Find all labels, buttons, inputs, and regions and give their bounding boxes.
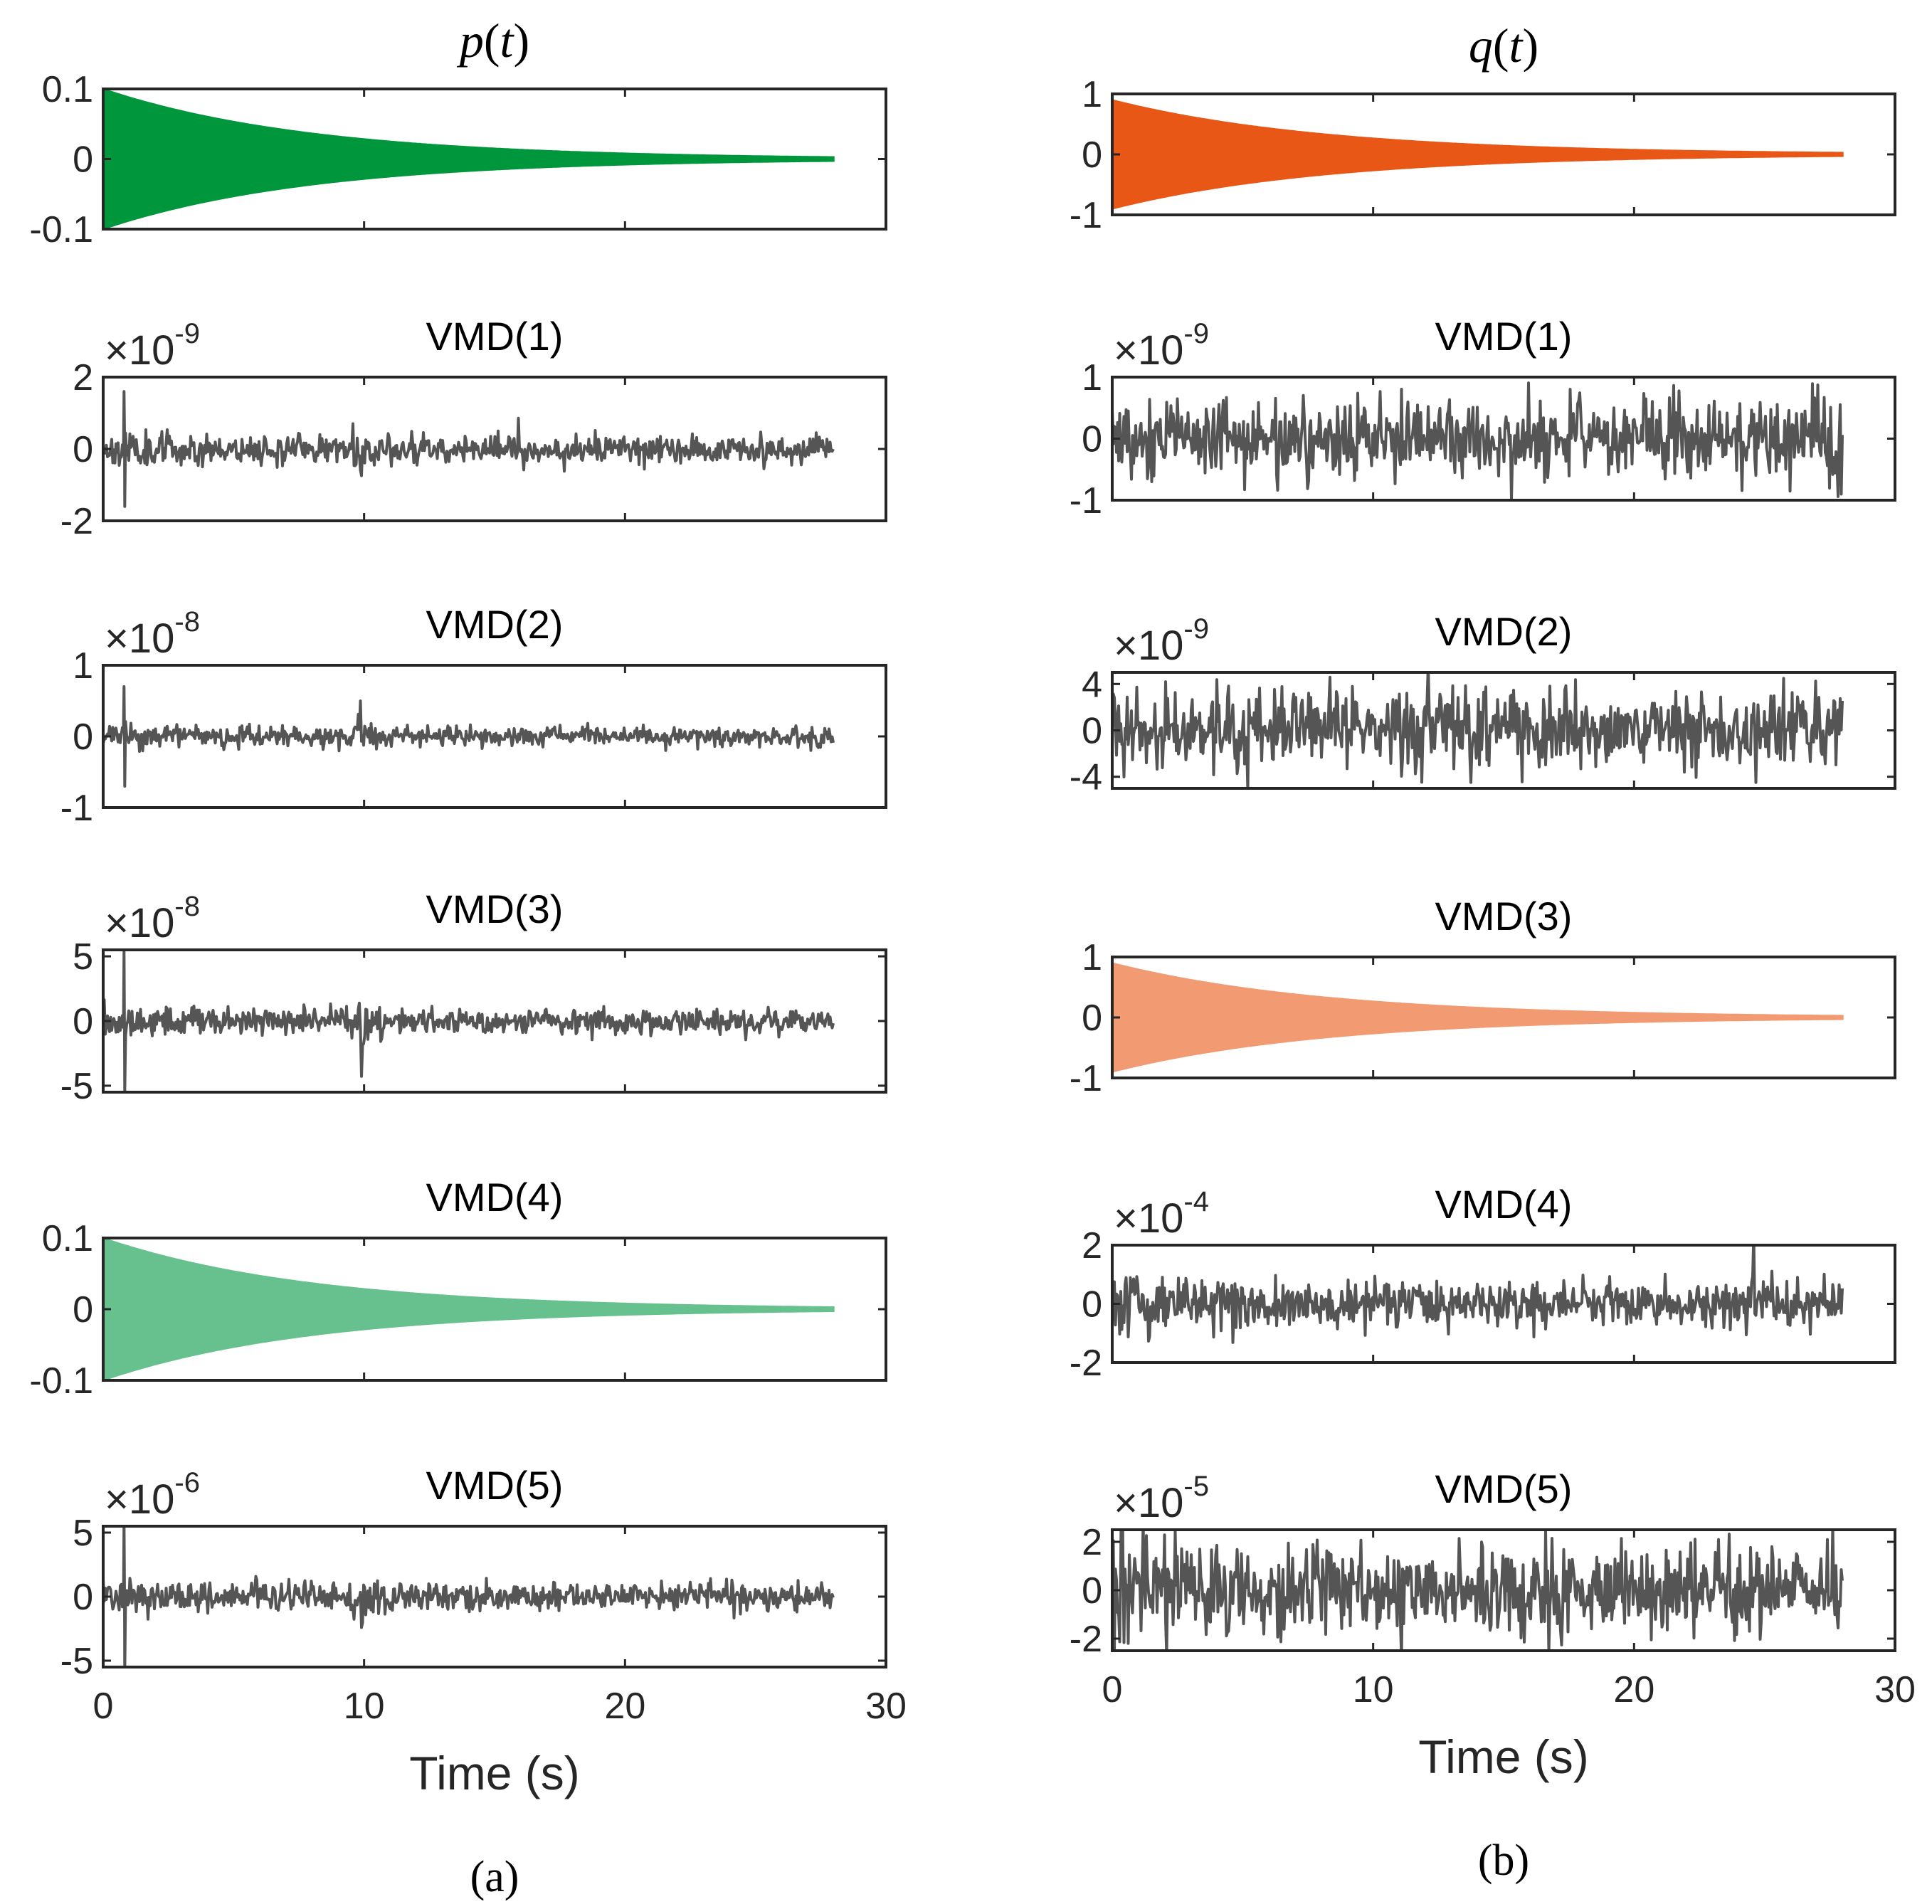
- y-tick-label: 0: [73, 1289, 93, 1331]
- scale-factor: ×10-8: [105, 606, 200, 662]
- x-tick-label: 30: [1874, 1669, 1916, 1710]
- y-tick-label: 1: [1082, 74, 1102, 115]
- y-tick-label: 0.1: [42, 1218, 93, 1259]
- x-tick-label: 10: [344, 1686, 385, 1727]
- y-tick-label: 0.1: [42, 69, 93, 110]
- x-tick-label: 20: [604, 1686, 645, 1727]
- y-tick-label: 1: [1082, 357, 1102, 398]
- scale-factor: ×10-5: [1114, 1471, 1209, 1526]
- x-tick-label: 20: [1613, 1669, 1654, 1710]
- subplot-b-vmd3: 1 0 -1 VMD(3): [1070, 894, 1896, 1099]
- y-tick-label: 2: [73, 357, 93, 398]
- series-a-vmd2: [103, 685, 835, 788]
- y-tick-label: 0: [1082, 711, 1102, 752]
- series-a-p: [103, 89, 835, 229]
- y-tick-label: 0: [73, 1577, 93, 1618]
- y-tick-label: 0: [73, 1001, 93, 1042]
- y-tick-label: -2: [1070, 1343, 1102, 1384]
- subplot-a-vmd2: 1 0 -1 VMD(2) ×10-8: [60, 602, 887, 829]
- subplot-title: VMD(2): [1435, 609, 1573, 654]
- y-tick-label: -0.1: [29, 209, 93, 250]
- y-tick-label: -5: [60, 1066, 93, 1107]
- y-tick-label: -1: [1070, 195, 1102, 236]
- subplot-title: p(t): [457, 14, 529, 68]
- y-tick-label: -2: [60, 501, 93, 542]
- y-tick-label: 0: [73, 139, 93, 181]
- subplot-b-vmd1: 1 0 -1 VMD(1) ×10-9: [1070, 314, 1896, 522]
- y-tick-label: 0: [73, 716, 93, 758]
- y-tick-label: -4: [1070, 757, 1102, 798]
- x-tick-label: 10: [1353, 1669, 1394, 1710]
- y-tick-label: -2: [1070, 1619, 1102, 1660]
- subplot-title: VMD(2): [426, 602, 564, 647]
- y-tick-label: 0: [1082, 998, 1102, 1039]
- x-tick-label: 0: [1102, 1669, 1123, 1710]
- subplot-b-q: 1 0 -1 q(t): [1070, 18, 1896, 236]
- subplot-title: q(t): [1469, 18, 1538, 73]
- subplot-a-vmd1: 2 0 -2 VMD(1) ×10-9: [60, 314, 887, 542]
- subplot-title: VMD(5): [1435, 1466, 1573, 1511]
- y-tick-label: 4: [1082, 664, 1102, 705]
- subplot-title: VMD(3): [1435, 894, 1573, 938]
- y-tick-label: 0: [1082, 1570, 1102, 1612]
- x-tick-label: 0: [93, 1686, 114, 1727]
- subplot-title: VMD(3): [426, 887, 564, 931]
- scale-factor: ×10-4: [1114, 1186, 1209, 1242]
- subplot-title: VMD(5): [426, 1463, 564, 1508]
- subplot-title: VMD(1): [1435, 314, 1573, 359]
- y-tick-label: 0: [1082, 134, 1102, 176]
- series-b-vmd1: [1112, 381, 1844, 500]
- y-tick-label: 0: [1082, 419, 1102, 460]
- y-tick-label: 2: [1082, 1225, 1102, 1266]
- panel-caption: (a): [470, 1853, 519, 1901]
- series-a-vmd3: [103, 950, 835, 1092]
- y-tick-label: 5: [73, 936, 93, 978]
- y-tick-label: -5: [60, 1641, 93, 1682]
- subplot-a-vmd3: 5 0 -5 VMD(3) ×10-8: [60, 887, 887, 1107]
- y-tick-label: 0: [1082, 1284, 1102, 1326]
- y-tick-label: 1: [73, 645, 93, 687]
- x-axis-label: Time (s): [1418, 1730, 1589, 1783]
- series-a-vmd4: [103, 1238, 835, 1380]
- scale-factor: ×10-6: [105, 1467, 200, 1523]
- scale-factor: ×10-9: [1114, 613, 1209, 669]
- y-tick-label: 2: [1082, 1522, 1102, 1563]
- y-tick-label: 1: [1082, 937, 1102, 978]
- y-tick-label: 0: [73, 429, 93, 470]
- x-tick-label: 30: [865, 1686, 907, 1727]
- y-tick-label: -1: [1070, 480, 1102, 522]
- subplot-b-vmd4: 2 0 -2 VMD(4) ×10-4: [1070, 1182, 1896, 1384]
- y-tick-label: 5: [73, 1513, 93, 1554]
- subplot-a-p: 0.1 0 -0.1 p(t): [29, 14, 887, 250]
- scale-factor: ×10-8: [105, 891, 200, 946]
- series-b-vmd5: [1112, 1530, 1844, 1651]
- series-b-vmd4: [1112, 1245, 1844, 1344]
- subplot-title: VMD(4): [1435, 1182, 1573, 1227]
- y-tick-label: -1: [1070, 1058, 1102, 1099]
- series-b-q: [1112, 99, 1844, 210]
- scale-factor: ×10-9: [105, 318, 200, 374]
- subplot-b-vmd2: 4 0 -4 VMD(2) ×10-9: [1070, 609, 1896, 798]
- subplot-title: VMD(1): [426, 314, 564, 359]
- y-tick-label: -0.1: [29, 1360, 93, 1402]
- y-tick-label: -1: [60, 788, 93, 829]
- subplot-title: VMD(4): [426, 1175, 564, 1220]
- series-b-vmd2: [1112, 672, 1844, 788]
- series-b-vmd3: [1112, 962, 1844, 1073]
- scale-factor: ×10-9: [1114, 318, 1209, 374]
- series-a-vmd1: [103, 390, 835, 508]
- panel-caption: (b): [1478, 1836, 1529, 1885]
- x-axis-label: Time (s): [409, 1747, 580, 1799]
- series-a-vmd5: [103, 1526, 835, 1667]
- subplot-a-vmd4: 0.1 0 -0.1 VMD(4): [29, 1175, 887, 1402]
